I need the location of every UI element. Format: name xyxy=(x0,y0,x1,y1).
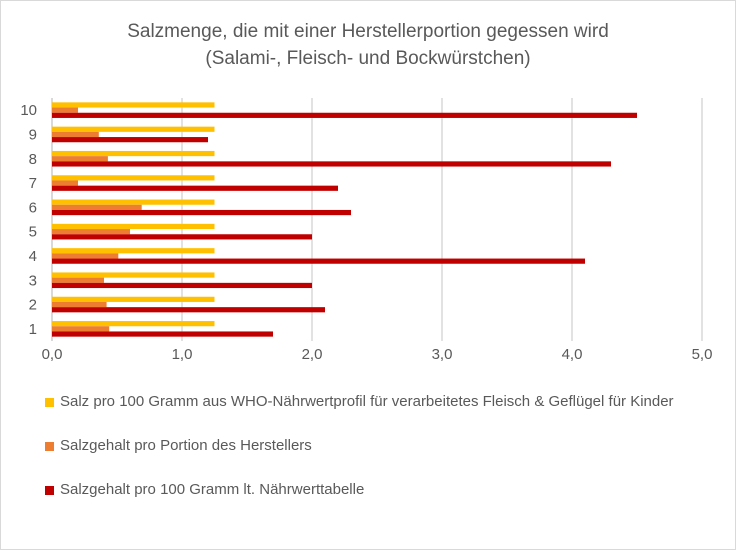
bar xyxy=(52,185,338,191)
bar xyxy=(52,175,215,181)
legend-label: Salz pro 100 Gramm aus WHO-Nährwertprofi… xyxy=(60,393,674,410)
bar xyxy=(52,253,119,259)
bar xyxy=(52,209,351,216)
bar xyxy=(52,258,585,264)
x-tick-label: 2,0 xyxy=(302,346,323,363)
x-tick-label: 4,0 xyxy=(562,346,583,363)
y-tick-label: 9 xyxy=(29,126,37,143)
bar xyxy=(52,102,215,108)
y-tick-label: 5 xyxy=(29,224,37,241)
legend-label: Salzgehalt pro 100 Gramm lt. Nährwerttab… xyxy=(60,481,365,498)
bar xyxy=(52,277,104,283)
bar xyxy=(52,229,130,235)
legend-item: Salz pro 100 Gramm aus WHO-Nährwertprofi… xyxy=(45,393,725,410)
x-tick-label: 5,0 xyxy=(692,346,713,363)
bar xyxy=(52,156,108,162)
bar xyxy=(52,199,215,205)
y-tick-label: 1 xyxy=(29,321,37,338)
bar xyxy=(52,161,611,167)
bar xyxy=(52,137,208,143)
legend-swatch xyxy=(45,398,54,407)
x-tick-label: 0,0 xyxy=(42,346,63,363)
bar xyxy=(52,321,215,327)
bar xyxy=(52,180,78,186)
bar xyxy=(52,112,637,118)
legend-item: Salzgehalt pro 100 Gramm lt. Nährwerttab… xyxy=(45,481,364,498)
bar xyxy=(52,150,215,157)
y-tick-label: 4 xyxy=(29,248,37,265)
bar xyxy=(52,296,215,302)
x-tick-label: 1,0 xyxy=(172,346,193,363)
y-tick-label: 6 xyxy=(29,199,37,216)
y-tick-label: 2 xyxy=(29,297,37,314)
bar xyxy=(52,234,312,240)
bar xyxy=(52,204,142,210)
y-tick-label: 10 xyxy=(20,102,37,119)
bar xyxy=(52,272,215,278)
x-tick-label: 3,0 xyxy=(432,346,453,363)
bar xyxy=(52,248,215,254)
bar xyxy=(52,301,107,308)
legend-swatch xyxy=(45,442,54,451)
legend-label: Salzgehalt pro Portion des Herstellers xyxy=(60,437,312,454)
legend-item: Salzgehalt pro Portion des Herstellers xyxy=(45,437,312,454)
bar xyxy=(52,126,215,132)
legend-swatch xyxy=(45,486,54,495)
bar xyxy=(52,223,215,230)
y-tick-label: 3 xyxy=(29,272,37,289)
bar xyxy=(52,326,110,332)
y-tick-label: 7 xyxy=(29,175,37,192)
chart-subtitle: (Salami-, Fleisch- und Bockwürstchen) xyxy=(205,48,531,69)
bar xyxy=(52,282,312,289)
bar xyxy=(52,131,99,138)
chart-title: Salzmenge, die mit einer Herstellerporti… xyxy=(127,21,609,42)
bar xyxy=(52,107,78,113)
bar xyxy=(52,307,325,313)
y-tick-label: 8 xyxy=(29,151,37,168)
bar xyxy=(52,331,273,337)
